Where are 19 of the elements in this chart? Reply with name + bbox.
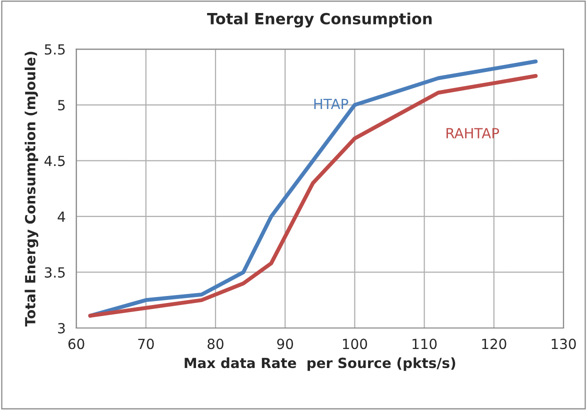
x-tick-label: 100	[342, 338, 368, 350]
y-tick-label: 5	[58, 100, 65, 110]
chart-title: Total Energy Consumption	[207, 12, 432, 28]
x-axis-title: Max data Rate per Source (pkts/s)	[184, 357, 456, 371]
y-tick-label: 3	[58, 322, 65, 334]
x-tick-label: 70	[138, 338, 154, 350]
x-tick-label: 130	[552, 338, 576, 350]
y-tick-label: 4	[58, 212, 66, 222]
y-tick-label: 5.5	[44, 44, 65, 55]
x-tick-label: 60	[68, 338, 84, 350]
x-tick-label: 110	[412, 338, 437, 350]
text: RAHTAP	[446, 128, 500, 138]
x-tick-label: 90	[277, 338, 294, 350]
x-tick-label: 120	[482, 338, 506, 350]
series-label: HTAP	[314, 98, 348, 109]
x-tick-label: 80	[208, 338, 224, 350]
y-tick-label: 3.5	[44, 267, 65, 278]
y-axis-title: Total Energy Consumption (mJoule)	[24, 52, 38, 327]
y-tick-label: 4.5	[44, 156, 65, 166]
